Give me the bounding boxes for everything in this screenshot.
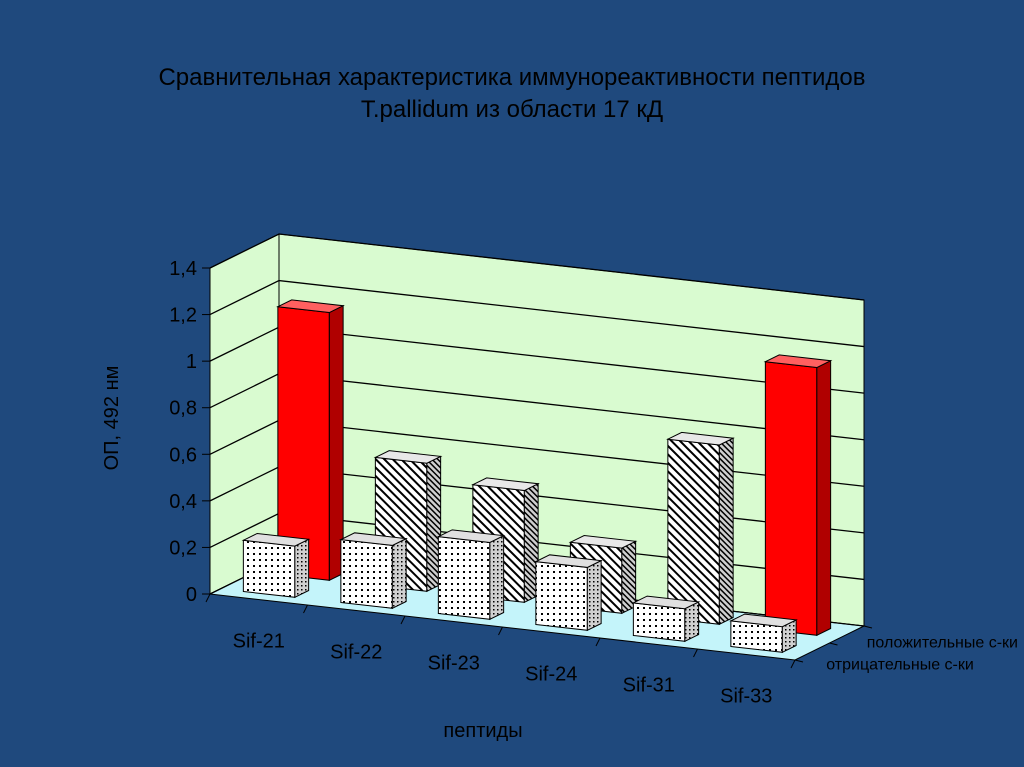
x-category-label: Sif-31 [623,675,675,697]
x-axis-title: пептиды [443,720,522,742]
y-tick-label: 0,2 [169,537,197,559]
bar-negative [729,613,798,654]
series-label-negative: отрицательные с-ки [826,657,974,674]
x-category-label: Sif-24 [525,664,577,686]
z-tick-mark [829,642,838,646]
bar-negative [534,554,603,632]
y-tick-label: 0,6 [169,444,197,466]
bar-negative [241,532,311,599]
series-label-positive: положительные с-ки [867,635,1018,652]
x-category-label: Sif-22 [330,642,382,664]
bar-negative [339,532,408,610]
y-tick-label: 1,4 [169,258,197,280]
y-tick-label: 0,8 [169,398,197,420]
slide-title-line-2: T.pallidum из области 17 кД [360,96,664,123]
y-tick-label: 1,2 [169,305,197,327]
bar-negative [436,529,506,621]
chart-bars [241,299,833,654]
x-category-label: Sif-23 [428,653,480,675]
gridline [209,279,865,348]
y-tick-label: 0,4 [169,491,197,513]
x-tick-mark [205,593,211,603]
x-tick-mark [400,615,406,625]
bar-negative [631,595,701,643]
x-category-label: Sif-33 [720,686,772,708]
x-tick-mark [790,659,796,669]
bar-positive [666,431,735,626]
x-tick-mark [693,648,698,658]
x-tick-mark [498,626,503,636]
bar-positive [276,299,345,582]
z-tick-mark [863,625,873,629]
x-category-label: Sif-21 [233,631,285,653]
chart-labels: 0 0,2 0,4 0,6 0,8 1 1,2 1,4 Sif-21 Sif-22 Sif-23 Si… [101,258,1018,742]
gridline [209,233,865,301]
y-tick-label: 1 [186,351,197,373]
bar-positive [763,354,833,637]
x-tick-mark [595,637,601,647]
y-axis-title: ОП, 492 нм [101,366,123,471]
y-tick-label: 0 [186,584,197,606]
z-tick-mark [794,659,804,663]
slide-title-line-1: Сравнительная характеристика иммунореакт… [158,64,866,91]
x-tick-mark [303,604,308,614]
